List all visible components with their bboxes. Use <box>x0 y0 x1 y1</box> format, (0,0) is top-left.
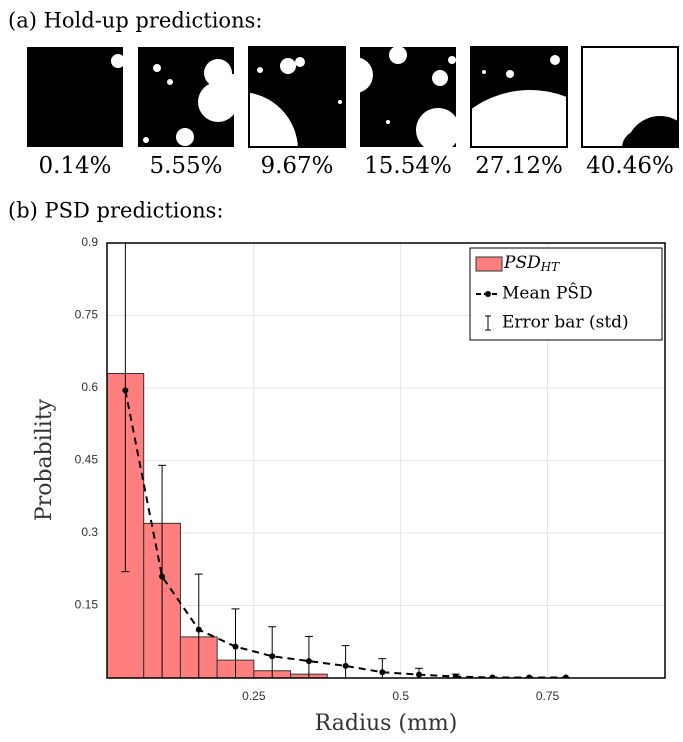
legend-swatch <box>476 257 502 271</box>
hold-up-label: 27.12% <box>475 153 563 179</box>
point <box>416 672 422 678</box>
point <box>343 663 349 669</box>
point <box>379 669 385 675</box>
point <box>306 658 312 664</box>
legend-label: Mean PŜD <box>502 283 593 304</box>
panel-b-title: (b) PSD predictions: <box>8 199 224 223</box>
hold-up-label: 9.67% <box>260 153 333 179</box>
x-axis-label: Radius (mm) <box>315 711 458 736</box>
hold-up-label: 40.46% <box>586 153 674 179</box>
y-tick-label: 0.75 <box>75 308 99 322</box>
mean-line <box>125 390 566 677</box>
y-tick-label: 0.6 <box>81 380 98 394</box>
page: (a) Hold-up predictions: (b) PSD predict… <box>0 0 683 742</box>
tile <box>138 47 246 147</box>
y-tick-label: 0.3 <box>81 525 98 539</box>
y-tick-label: 0.45 <box>75 453 99 467</box>
point <box>122 387 128 393</box>
tile <box>27 47 125 147</box>
hold-up-label: 5.55% <box>149 153 222 179</box>
hold-up-label: 0.14% <box>38 153 111 179</box>
x-tick-label: 0.25 <box>242 689 266 703</box>
legend-label: Error bar (std) <box>502 313 629 333</box>
x-tick-label: 0.5 <box>392 689 409 703</box>
y-tick-label: 0.15 <box>75 598 99 612</box>
legend-point <box>485 291 491 297</box>
panel-a-title: (a) Hold-up predictions: <box>8 9 262 33</box>
hold-up-label: 15.54% <box>364 153 452 179</box>
y-axis-label: Probability <box>32 398 57 521</box>
point <box>269 653 275 659</box>
x-tick-label: 0.75 <box>536 689 560 703</box>
tile <box>337 46 460 152</box>
point <box>159 574 165 580</box>
y-tick-label: 0.9 <box>81 235 98 249</box>
point <box>232 644 238 650</box>
point <box>196 627 202 633</box>
figure: (a) Hold-up predictions: (b) PSD predict… <box>0 0 683 742</box>
